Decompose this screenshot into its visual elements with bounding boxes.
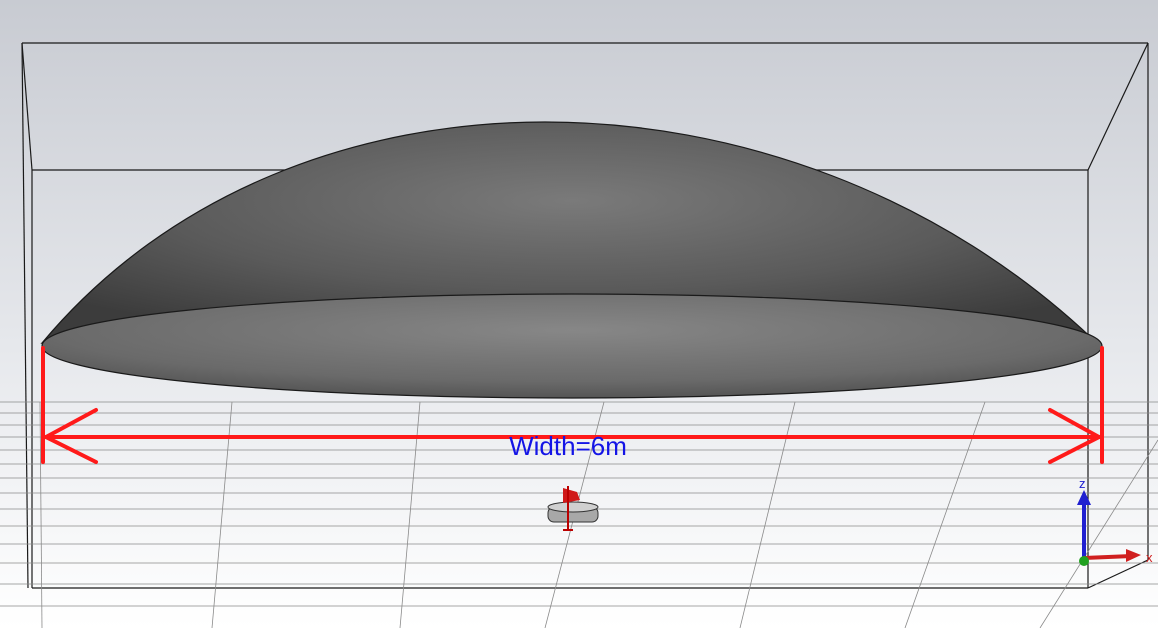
z-axis-label: z: [1079, 476, 1086, 491]
width-dimension: [41, 346, 1104, 464]
dimension-arrow-right: [1048, 408, 1104, 464]
x-axis-label: x: [1146, 550, 1153, 565]
dimension-arrow-left: [41, 408, 98, 464]
dimension-label: Width=6m: [509, 431, 627, 461]
axis-gizmo: z x: [1077, 476, 1153, 566]
feed-source[interactable]: [547, 486, 599, 531]
